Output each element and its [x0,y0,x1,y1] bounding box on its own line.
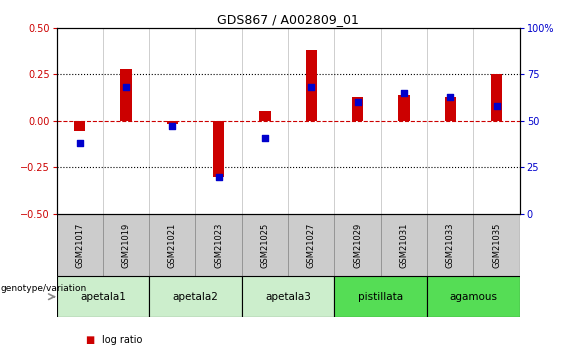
Bar [242,276,334,317]
Text: agamous: agamous [450,292,497,302]
Text: GSM21031: GSM21031 [399,222,408,268]
Bar [56,276,149,317]
Text: genotype/variation: genotype/variation [1,284,87,293]
Point [353,99,362,105]
Bar [445,97,456,121]
Text: GSM21019: GSM21019 [121,222,131,268]
Bar [149,214,195,276]
Bar [334,214,381,276]
Text: GSM21023: GSM21023 [214,222,223,268]
Text: GSM21021: GSM21021 [168,222,177,268]
Bar [195,214,242,276]
Bar [149,276,242,317]
Point [492,103,501,109]
Text: apetala2: apetala2 [172,292,219,302]
Bar [427,214,473,276]
Text: pistillata: pistillata [358,292,403,302]
Bar [56,214,103,276]
Point [214,174,223,179]
Text: GSM21027: GSM21027 [307,222,316,268]
Bar [242,214,288,276]
Point [168,124,177,129]
Bar [288,214,334,276]
Text: apetala3: apetala3 [265,292,311,302]
Bar [473,214,520,276]
Text: apetala1: apetala1 [80,292,126,302]
Bar [213,121,224,177]
Point [307,85,316,90]
Bar [259,110,271,121]
Text: GSM21017: GSM21017 [75,222,84,268]
Point [121,85,131,90]
Bar [103,214,149,276]
Point [260,135,270,140]
Text: ■: ■ [85,335,94,345]
Bar [334,276,427,317]
Bar [167,121,178,125]
Bar [120,69,132,121]
Bar [352,97,363,121]
Text: GSM21033: GSM21033 [446,222,455,268]
Point [75,140,84,146]
Point [399,90,408,96]
Point [446,94,455,99]
Bar [74,121,85,131]
Text: GSM21035: GSM21035 [492,222,501,268]
Bar [306,50,317,121]
Bar [491,74,502,121]
Bar [398,95,410,121]
Text: log ratio: log ratio [102,335,142,345]
Title: GDS867 / A002809_01: GDS867 / A002809_01 [217,13,359,27]
Bar [427,276,520,317]
Text: GSM21025: GSM21025 [260,222,270,268]
Bar [381,214,427,276]
Text: GSM21029: GSM21029 [353,222,362,268]
